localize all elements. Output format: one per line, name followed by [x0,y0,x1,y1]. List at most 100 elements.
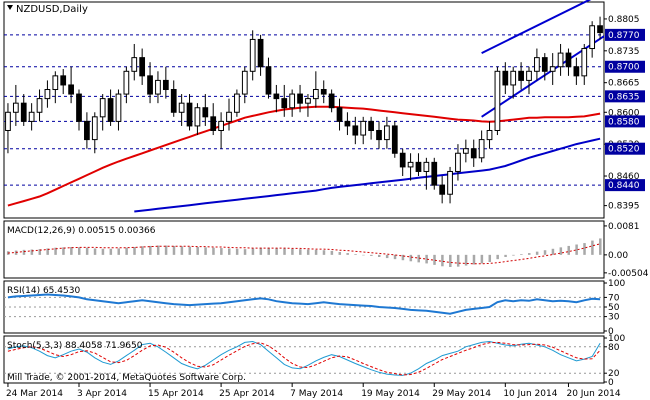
macd-histogram-bar [409,254,413,262]
time-tick-label: 15 Apr 2014 [148,389,204,399]
level-tag-label: 0.8520 [608,145,640,155]
bearish-candle [391,125,398,154]
bullish-candle [12,102,19,113]
rsi-tick-label: 50 [608,303,620,313]
bullish-candle [194,107,201,127]
bullish-candle [234,93,240,113]
bullish-candle [534,57,540,72]
bearish-candle [320,89,327,95]
bullish-candle [478,139,485,159]
stoch-tick-label: 0 [608,378,614,388]
bullish-candle [289,93,296,109]
macd-histogram-bar [385,254,389,259]
slow-moving-average-line [134,137,601,213]
bearish-candle [147,75,153,95]
macd-histogram-bar [275,248,278,255]
macd-histogram-bar [133,247,136,255]
bullish-candle [494,70,501,131]
bearish-candle [162,79,169,91]
bearish-candle [297,93,303,104]
bearish-candle [439,184,446,195]
rsi-tick-label: 0 [608,327,614,337]
macd-histogram-bar [480,254,484,264]
time-tick-label: 7 May 2014 [290,389,343,399]
rsi-tick-label: 70 [608,293,620,303]
bullish-candle [155,79,161,95]
macd-histogram-bar [456,254,460,267]
bearish-candle [376,129,382,141]
macd-histogram-bar [472,254,476,265]
macd-tick-label: 0.0081 [608,222,640,232]
time-tick-label: 29 May 2014 [432,389,491,399]
price-tick-label: 0.8735 [608,47,640,57]
price-tick-label: 0.8600 [608,108,640,118]
macd-label: MACD(12,26,9) 0.00515 0.00366 [7,226,156,236]
price-tick-label: 0.8395 [608,202,640,212]
macd-histogram-bar [299,249,302,255]
level-tag-label: 0.8700 [608,63,640,73]
bullish-candle [131,57,138,72]
rsi-tick-label: 100 [608,279,625,289]
macd-histogram-bar [283,248,286,255]
macd-histogram-bar [54,247,57,255]
bearish-candle [281,98,288,109]
macd-histogram-bar [22,249,26,255]
macd-histogram-bar [449,254,452,267]
macd-histogram-bar [78,247,81,255]
bearish-candle [470,148,477,159]
macd-histogram-bar [196,247,199,255]
level-tag-label: 0.8635 [608,92,640,102]
bearish-candle [84,120,90,141]
macd-histogram-bar [30,249,34,255]
bearish-candle [518,70,524,81]
price-tick-label: 0.8665 [608,79,640,89]
bullish-candle [462,148,469,154]
bearish-candle [502,70,509,86]
macd-histogram-bar [220,248,223,255]
macd-histogram-bar [543,250,547,255]
macd-histogram-bar [149,245,152,255]
bullish-candle [115,93,122,122]
collapse-arrow-icon[interactable] [7,5,13,10]
level-tag [605,90,645,103]
macd-histogram-bar [599,238,602,255]
macd-histogram-bar [425,254,428,264]
macd-histogram-bar [575,244,578,255]
bearish-candle [265,66,272,95]
macd-histogram-bar [259,247,263,255]
bullish-candle [557,52,564,68]
macd-histogram-bar [101,248,105,255]
bullish-candle [52,75,59,91]
bullish-candle [455,152,461,172]
macd-histogram-bar [441,254,444,267]
macd-histogram-bar [228,248,231,255]
main-price-panel[interactable]: 0.88050.87350.86650.86000.85300.84600.83… [3,0,645,219]
stoch-panel-frame [3,335,605,384]
macd-histogram-bar [496,254,499,260]
macd-histogram-bar [156,245,160,255]
stoch-tick-label: 20 [608,369,620,379]
time-tick-label: 10 Jun 2014 [503,389,557,399]
macd-histogram-bar [180,246,184,255]
macd-histogram-bar [504,254,507,257]
bullish-candle [549,66,556,72]
stoch-tick-label: 100 [608,334,625,344]
candlestick-series [5,16,603,204]
macd-histogram-bar [338,252,342,255]
macd-axis: 0.0081 0.00 -0.00504 [604,222,649,279]
macd-histogram-bar [591,240,594,255]
bullish-candle [305,98,311,104]
bearish-candle [20,102,27,122]
macd-histogram-bar [109,248,113,255]
macd-histogram-bar [204,247,207,255]
macd-histogram-bar [62,247,65,255]
bearish-candle [415,161,422,172]
macd-panel[interactable]: 0.0081 0.00 -0.00504 MACD(12,26,9) 0.00515… [3,220,649,279]
macd-histogram-bar [141,246,144,255]
macd-histogram-bar [70,247,73,255]
